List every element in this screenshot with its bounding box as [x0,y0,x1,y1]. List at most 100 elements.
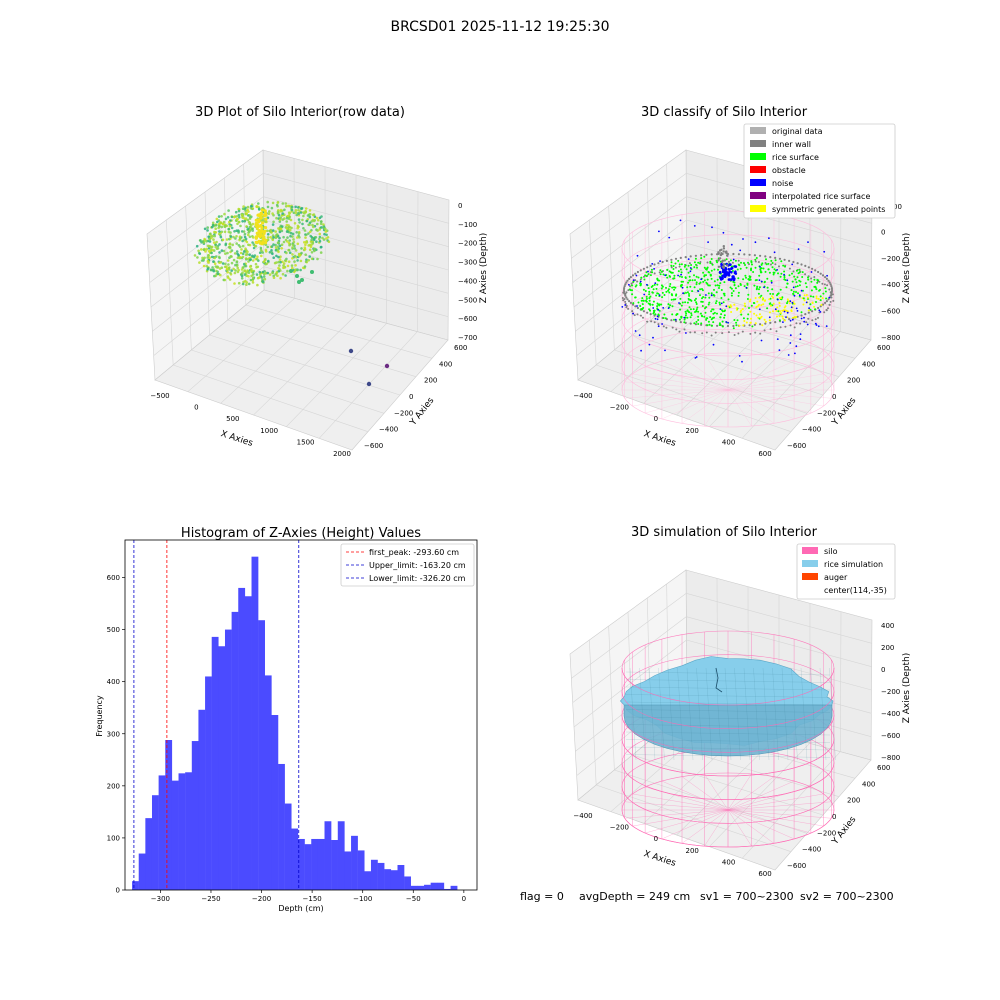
p2-surface-point [742,262,745,265]
p2-wall-point [649,313,652,316]
p2-wall-point [821,274,825,277]
p2-surface-point [763,318,766,321]
p4-silo-spoke [661,809,729,840]
p1-cloud-point [304,241,308,244]
p1-cloud-point [305,258,308,262]
p2-surface-point [645,297,648,300]
hist-bar [258,620,265,890]
p1-cloud-point [278,264,281,267]
p4-ytick: 400 [862,780,875,788]
p4-ztick: 200 [881,644,894,652]
p1-cloud-point [289,269,293,273]
p2-surface-point [672,277,675,280]
p2-wall-point [674,257,678,260]
p2-surface-point [769,311,771,314]
p1-cloud-point [206,259,210,263]
p1-cloud-point [299,211,303,214]
p4-rice-mesh [743,667,751,761]
p1-cloud-point [259,223,263,228]
p2-noise-point [758,279,761,281]
p1-cloud-point [280,229,284,233]
p2-surface-point [790,310,793,313]
p2-surface-point [801,276,804,278]
p2-surface-point [712,321,715,324]
p4-ticks: −400−2000200400600−600−400−2000200400600… [573,622,900,878]
p1-cloud-point [261,270,265,274]
p2-surface-point [756,300,759,303]
p2-surface-point [796,285,799,288]
p2-noise-point [638,334,641,337]
p3-xlabel: Depth (cm) [278,904,323,913]
p2-surface-point [631,293,634,296]
p2-surface-point [702,271,705,274]
p1-cloud-point [207,253,210,257]
p1-cloud-point [242,262,246,266]
p1-cloud-point [282,240,286,244]
p2-noise-point [720,302,723,305]
p2-surface-point [657,313,660,316]
p2-surface-point [769,302,772,305]
p2-surface-point [793,302,796,305]
p2-legend-swatch [750,140,766,147]
p1-cloud-point [303,241,306,244]
p2-wall-point [650,320,653,323]
p2-surface-point [687,281,690,284]
p2-surface-point [705,274,707,277]
hist-bar [317,838,325,890]
p2-surface-point [651,271,654,274]
p2-surface-point [816,281,819,284]
p1-cloud-point [272,220,275,224]
p1-cloud-point [216,244,220,248]
p2-surface-point [711,324,713,327]
p2-surface-point [723,314,726,317]
p2-surface-point [735,321,738,324]
p1-cloud-point [211,266,214,269]
p1-xlabel: X Axies [219,429,254,449]
p1-cloud-point [287,224,290,227]
p2-surface-point [755,288,758,291]
p1-cloud-point [208,256,211,260]
hist-legend-label: first_peak: -293.60 cm [369,548,459,557]
p1-cloud-point [264,257,267,261]
p2-wall-point [731,261,734,264]
p2-wall-point [737,253,741,256]
p2-surface-point [683,318,686,321]
p2-noise-point [680,273,682,276]
p2-surface-point [824,287,827,290]
p1-cloud-point [297,218,301,221]
p2-surface-point [640,283,642,285]
p2-surface-point [818,289,821,292]
p2-surface-point [695,275,698,278]
p2-wall-point [813,276,816,278]
p1-cloud-point [294,249,298,252]
p2-surface-point [669,283,672,285]
p1-cloud-point [281,225,284,228]
p2-surface-point [660,303,663,306]
p2-surface-point [806,296,809,299]
p2-surface-point [730,305,733,308]
p2-surface-point [669,275,672,278]
p4-silo-spoke [727,801,832,811]
p2-surface-point [753,284,756,287]
p2-surface-point [649,274,652,277]
p2-surface-point [788,274,791,277]
p1-cloud-point [232,267,235,271]
p1-cloud-point [322,223,325,226]
p1-ztick: −400 [458,277,477,285]
p2-surface-point [735,307,738,310]
p2-surface-point [758,286,761,289]
p2-wall-point [757,261,760,263]
p2-surface-point [783,306,786,309]
p1-cloud-point [283,259,287,262]
p4-silo-spoke [727,776,775,811]
p1-cloud-point [212,241,216,244]
p2-surface-point [732,280,735,283]
p2-silo-spoke [727,366,811,391]
p2-noise-point [727,272,731,276]
p1-cloud-point [270,245,274,248]
p1-xtick: −500 [150,392,169,400]
p1-cloud-point [274,236,278,239]
p2-surface-point [745,266,748,269]
p4-rice-mesh [734,667,741,761]
p2-surface-point [751,325,754,328]
